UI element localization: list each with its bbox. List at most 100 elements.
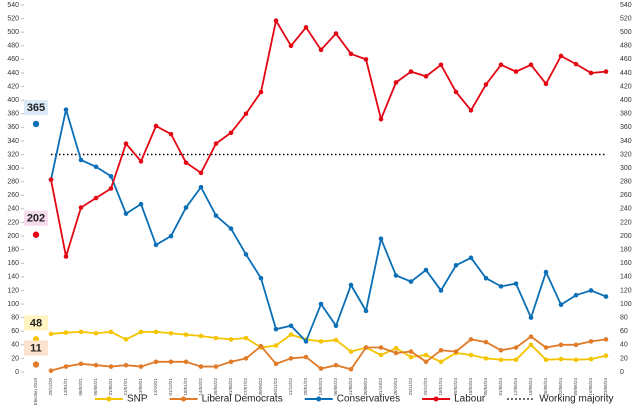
point — [48, 368, 54, 373]
y2-tick-label: 40 — [620, 342, 628, 349]
y2-tick-label: 160 — [620, 260, 632, 267]
point — [288, 332, 294, 337]
point — [168, 131, 174, 137]
x-tick-label: 06/11/22 — [273, 378, 278, 396]
point — [288, 323, 294, 329]
point — [138, 159, 144, 164]
legend-marker — [316, 396, 322, 402]
election-label-text: 365 — [27, 102, 45, 114]
x-tick-label: 12/05/24 — [513, 378, 518, 396]
y2-tick-label: 400 — [620, 97, 632, 104]
point — [543, 357, 549, 363]
point — [573, 292, 579, 298]
point — [423, 267, 429, 273]
x-tick-label: 30/08/23 — [363, 378, 368, 396]
y2-tick-label: 240 — [620, 206, 632, 213]
y-tick-label: 500 — [7, 29, 19, 36]
point — [378, 116, 384, 122]
y-tick-label: 20 — [11, 355, 19, 362]
point — [303, 354, 309, 360]
election-label-bg — [24, 210, 48, 226]
point — [183, 160, 189, 165]
point — [558, 356, 564, 362]
y2-tick-label: 320 — [620, 151, 632, 158]
point — [198, 364, 204, 369]
point — [363, 308, 369, 314]
y2-tick-label: 0 — [620, 369, 624, 376]
point — [438, 288, 444, 293]
point — [513, 357, 519, 363]
point — [528, 62, 534, 68]
point — [108, 329, 114, 335]
point — [453, 349, 459, 354]
point — [378, 352, 384, 358]
x-tick-label: 26/05/24 — [543, 378, 548, 396]
y-tick-label: 400 — [7, 97, 19, 104]
x-tick-label: 11/12/22 — [288, 378, 293, 396]
x-tick-label: 18/01/24 — [438, 378, 443, 396]
y-tick-label: 280 — [7, 179, 19, 186]
point — [588, 356, 594, 362]
point — [243, 335, 249, 341]
point — [138, 329, 144, 335]
y-tick-label: 360 — [7, 124, 19, 131]
point — [453, 262, 459, 268]
x-tick-label: 29/12/23 — [423, 378, 428, 396]
y2-tick-label: 380 — [620, 111, 632, 118]
legend-marker — [433, 396, 439, 402]
point — [468, 352, 474, 358]
point — [408, 349, 414, 354]
x-tick-label: 28/01/23 — [303, 378, 308, 396]
y2-tick-label: 20 — [620, 355, 628, 362]
point — [498, 284, 504, 289]
point — [318, 339, 324, 344]
point — [333, 323, 339, 329]
x-tick-label: 01/12/21 — [168, 378, 173, 396]
point — [123, 362, 129, 368]
point — [63, 330, 69, 335]
point — [288, 43, 294, 49]
point — [138, 201, 144, 207]
y2-tick-label: 80 — [620, 314, 628, 321]
y-tick-label: 80 — [11, 314, 19, 321]
election-label-text: 48 — [30, 317, 42, 329]
legend-label: Liberal Democrats — [202, 394, 283, 405]
point — [573, 357, 579, 363]
point — [78, 329, 84, 335]
point — [348, 366, 354, 372]
point — [303, 339, 309, 344]
x-tick-label: 06/05/23 — [333, 378, 338, 396]
y2-tick-label: 180 — [620, 247, 632, 254]
election-point — [32, 231, 40, 238]
legend-item: Conservatives — [304, 394, 400, 405]
point — [603, 294, 609, 299]
point — [123, 141, 129, 146]
point — [63, 107, 69, 112]
point — [333, 362, 339, 368]
y-tick-label: 0 — [15, 369, 19, 376]
y-tick-label: 260 — [7, 192, 19, 199]
y-tick-label: 300 — [7, 165, 19, 172]
point — [423, 359, 429, 365]
point — [318, 47, 324, 53]
point — [183, 332, 189, 337]
y2-tick-label: 340 — [620, 138, 632, 145]
x-tick-label: 28/10/23 — [393, 378, 398, 396]
point — [378, 345, 384, 350]
point — [213, 213, 219, 218]
x-tick-label: 14/03/22 — [198, 378, 203, 396]
point — [453, 89, 459, 95]
x-tick-label: 26/04/22 — [213, 378, 218, 396]
point — [603, 337, 609, 342]
point — [93, 362, 99, 368]
point — [363, 345, 369, 350]
point — [123, 211, 129, 216]
x-tick-label: 16/06/24 — [588, 378, 593, 396]
x-tick-label: 31/05/21 — [108, 378, 113, 396]
point — [228, 337, 234, 342]
y-tick-label: 60 — [11, 328, 19, 335]
series-line — [50, 18, 607, 257]
y2-tick-label: 520 — [620, 15, 632, 22]
point — [483, 339, 489, 345]
